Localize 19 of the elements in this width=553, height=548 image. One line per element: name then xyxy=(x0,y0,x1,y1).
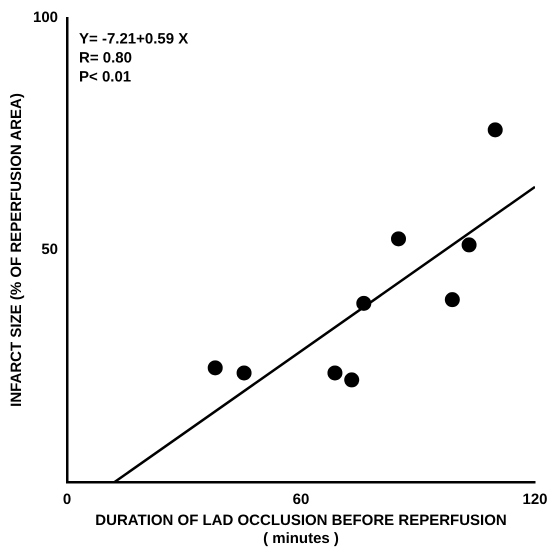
annotation: Y= -7.21+0.59 X xyxy=(79,30,188,48)
point xyxy=(344,372,360,388)
point xyxy=(391,231,406,246)
x-tick-label: 120 xyxy=(522,491,548,508)
point xyxy=(236,365,252,380)
y-tick-label: 100 xyxy=(32,9,58,26)
annotation: R= 0.80 xyxy=(79,50,132,67)
x-tick-label: 0 xyxy=(62,491,72,508)
point xyxy=(444,292,460,308)
y-axis-title: INFARCT SIZE (% OF REPERFUSION AREA) xyxy=(8,93,26,407)
point xyxy=(488,122,503,138)
point xyxy=(327,365,342,380)
point xyxy=(356,296,372,311)
point xyxy=(208,360,223,376)
y-tick-label: 50 xyxy=(41,241,58,258)
point xyxy=(462,237,477,252)
annotation: P< 0.01 xyxy=(79,68,132,86)
x-axis-title: DURATION OF LAD OCCLUSION BEFORE REPERFUSION ( minutes ) xyxy=(95,512,507,548)
x-tick-label: 60 xyxy=(292,491,310,508)
